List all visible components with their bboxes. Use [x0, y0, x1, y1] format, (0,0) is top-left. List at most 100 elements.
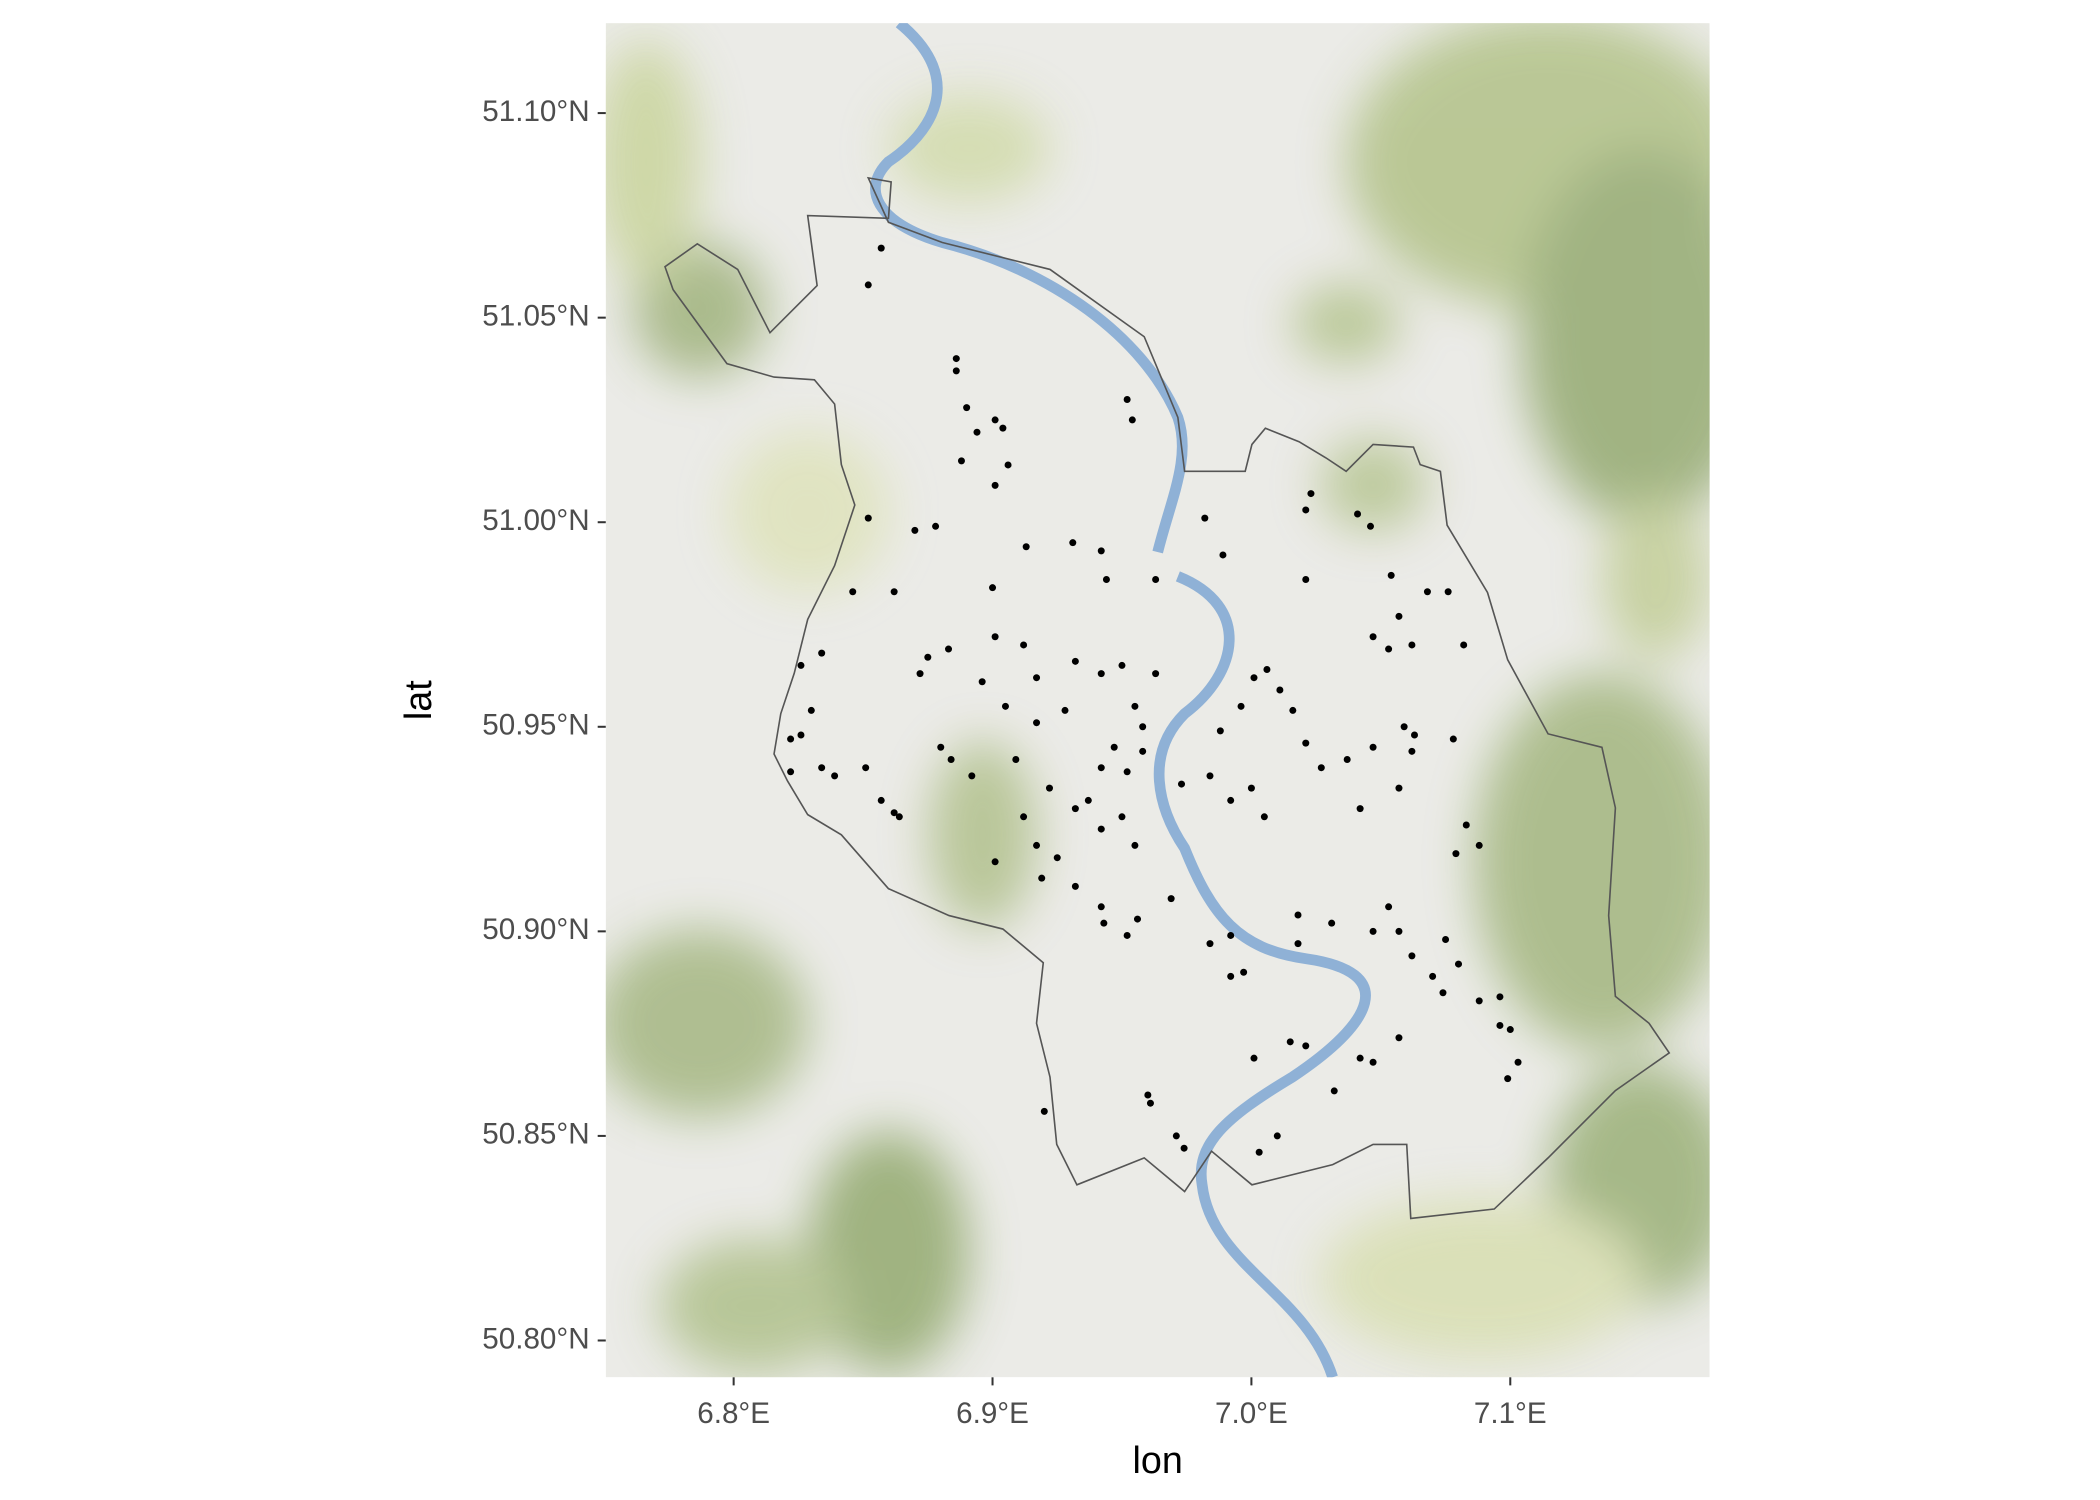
point: [1012, 756, 1020, 764]
point: [1356, 805, 1364, 813]
point: [1369, 1058, 1377, 1066]
point: [1144, 1091, 1152, 1099]
y-axis-title: lat: [397, 680, 439, 720]
y-tick-label: 51.05°N: [482, 299, 589, 332]
point: [978, 678, 986, 686]
point: [1001, 702, 1009, 710]
point: [1167, 895, 1175, 903]
point: [991, 858, 999, 866]
point: [1004, 461, 1012, 469]
point: [1369, 927, 1377, 935]
point: [1219, 551, 1227, 559]
point: [911, 526, 919, 534]
point: [1033, 674, 1041, 682]
point: [1216, 727, 1224, 735]
point: [1273, 1132, 1281, 1140]
point: [1131, 841, 1139, 849]
point: [932, 522, 940, 530]
x-tick-label: 6.9°E: [956, 1397, 1029, 1430]
point: [1317, 764, 1325, 772]
point: [797, 731, 805, 739]
point: [1354, 510, 1362, 518]
point: [849, 588, 857, 596]
y-tick-label: 50.85°N: [482, 1118, 589, 1151]
point: [1263, 666, 1271, 674]
point: [991, 416, 999, 424]
point: [1071, 805, 1079, 813]
x-tick-label: 6.8°E: [697, 1397, 770, 1430]
point: [991, 481, 999, 489]
point: [1302, 575, 1310, 583]
point: [947, 756, 955, 764]
point: [864, 281, 872, 289]
point: [1227, 931, 1235, 939]
point: [1110, 743, 1118, 751]
point: [1022, 543, 1030, 551]
point: [1506, 1026, 1514, 1034]
point: [1475, 997, 1483, 1005]
point: [1328, 919, 1336, 927]
point: [1180, 1144, 1188, 1152]
point: [1276, 686, 1284, 694]
point: [999, 424, 1007, 432]
city-boundary: [664, 176, 1671, 1220]
point: [1139, 747, 1147, 755]
point: [1302, 506, 1310, 514]
point: [1206, 772, 1214, 780]
point: [1395, 1034, 1403, 1042]
point: [1496, 993, 1504, 1001]
point: [1178, 780, 1186, 788]
point: [1294, 940, 1302, 948]
point: [862, 764, 870, 772]
point: [957, 457, 965, 465]
y-tick-label: 50.90°N: [482, 913, 589, 946]
point: [1152, 670, 1160, 678]
point: [1100, 919, 1108, 927]
point: [1146, 1099, 1154, 1107]
point: [807, 706, 815, 714]
point: [1123, 768, 1131, 776]
y-tick-label: 50.95°N: [482, 709, 589, 742]
point: [1097, 547, 1105, 555]
point: [1395, 927, 1403, 935]
point: [1227, 972, 1235, 980]
point: [1227, 796, 1235, 804]
point: [895, 813, 903, 821]
point: [1020, 641, 1028, 649]
point: [1330, 1087, 1338, 1095]
point: [1408, 952, 1416, 960]
point: [1442, 936, 1450, 944]
point: [1038, 874, 1046, 882]
point: [1444, 588, 1452, 596]
y-tick-label: 51.00°N: [482, 504, 589, 537]
point: [877, 796, 885, 804]
point: [1123, 395, 1131, 403]
point: [831, 772, 839, 780]
point: [1118, 813, 1126, 821]
point: [1475, 841, 1483, 849]
point: [797, 661, 805, 669]
point: [991, 633, 999, 641]
point: [890, 809, 898, 817]
point: [1097, 670, 1105, 678]
point: [1462, 821, 1470, 829]
x-tick-label: 7.0°E: [1215, 1397, 1288, 1430]
point: [1395, 612, 1403, 620]
point: [1307, 490, 1315, 498]
point: [1356, 1054, 1364, 1062]
point: [1033, 719, 1041, 727]
point: [1460, 641, 1468, 649]
point: [1369, 743, 1377, 751]
point: [1408, 641, 1416, 649]
point: [1152, 575, 1160, 583]
point: [1496, 1021, 1504, 1029]
point: [1514, 1058, 1522, 1066]
y-tick-label: 51.10°N: [482, 95, 589, 128]
point: [1400, 723, 1408, 731]
point: [1097, 764, 1105, 772]
point: [1289, 706, 1297, 714]
point: [787, 735, 795, 743]
point: [1410, 731, 1418, 739]
point: [1033, 841, 1041, 849]
